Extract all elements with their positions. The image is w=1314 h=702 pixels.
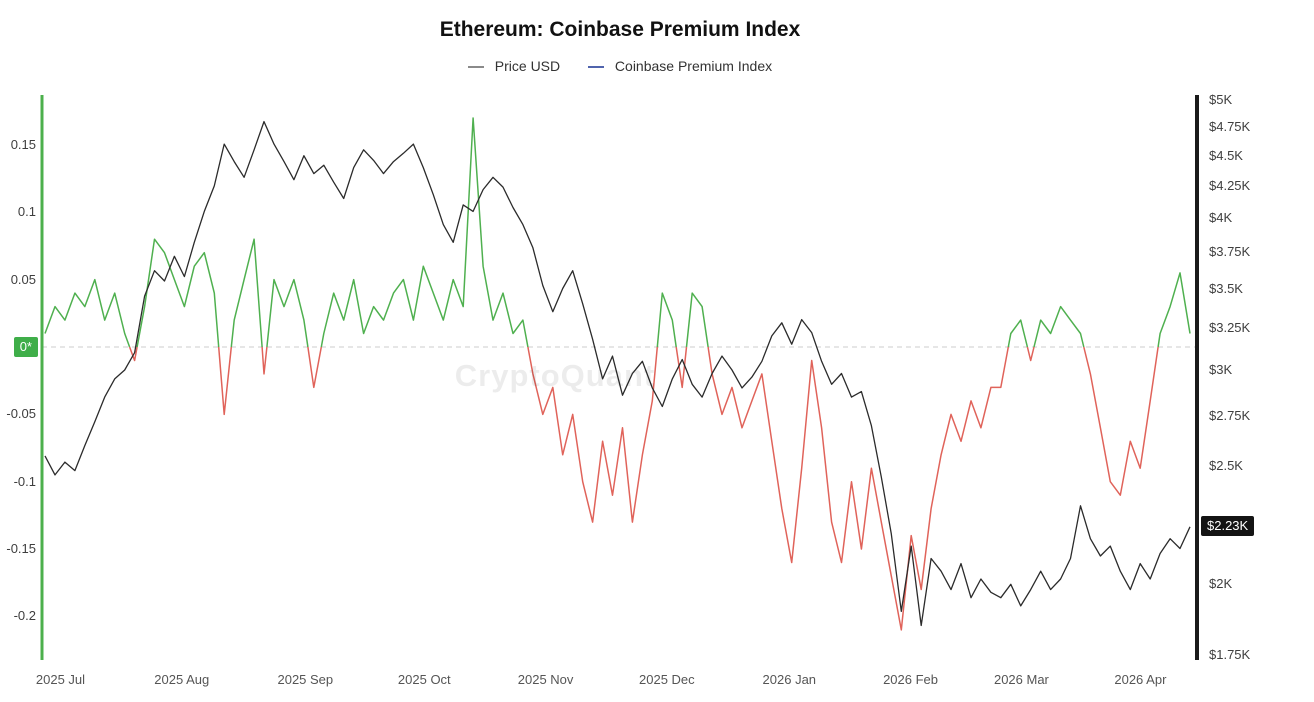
- x-axis-label: 2025 Jul: [35, 672, 86, 687]
- premium-series-segment: [307, 346, 323, 389]
- y-axis-label-right: $2K: [1209, 576, 1233, 592]
- x-axis-label: 2026 Jan: [762, 672, 817, 687]
- y-axis-label-left: -0.15: [6, 541, 36, 557]
- y-axis-label-right: $3K: [1209, 361, 1233, 377]
- y-axis-label-right: $2.75K: [1209, 407, 1251, 423]
- y-axis-label-right: $5K: [1209, 92, 1233, 107]
- y-axis-label-right: $3.25K: [1209, 319, 1251, 335]
- x-axis-label: 2025 Oct: [397, 672, 451, 687]
- zero-badge: 0*: [13, 337, 38, 357]
- premium-series-segment: [261, 346, 268, 375]
- y-axis-label-right: $3.5K: [1209, 280, 1243, 296]
- premium-series-segment: [707, 346, 1010, 631]
- price-line-swatch-icon: [467, 66, 484, 69]
- chart-title: Ethereum: Coinbase Premium Index: [439, 18, 801, 41]
- y-axis-label-right: $2.5K: [1209, 458, 1243, 474]
- premium-series-segment: [656, 292, 677, 348]
- x-axis-label: 2026 Mar: [993, 672, 1049, 687]
- premium-series-segment: [136, 238, 220, 348]
- premium-series-segment: [1083, 346, 1159, 496]
- premium-line-swatch-icon: [588, 66, 605, 69]
- y-axis-label-right: $4.5K: [1209, 147, 1243, 163]
- premium-series-segment: [675, 346, 688, 389]
- premium-series-segment: [44, 278, 131, 348]
- premium-series-segment: [266, 278, 309, 348]
- premium-series-segment: [527, 346, 659, 523]
- premium-series-segment: [320, 117, 529, 348]
- legend-label-price: Price USD: [494, 58, 561, 74]
- y-axis-label-left: -0.1: [13, 473, 36, 489]
- watermark: CryptoQuant: [454, 358, 656, 393]
- x-axis-label: 2025 Nov: [517, 672, 574, 687]
- legend-label-premium: Coinbase Premium Index: [614, 58, 773, 74]
- y-axis-label-left: -0.05: [6, 406, 36, 422]
- y-axis-label-left: 0.15: [10, 136, 36, 152]
- x-axis-label: 2026 Feb: [883, 672, 939, 687]
- y-axis-label-right: $3.75K: [1209, 244, 1251, 260]
- legend-item-premium[interactable]: Coinbase Premium Index: [588, 58, 772, 74]
- premium-series-segment: [1157, 272, 1191, 348]
- y-axis-label-left: 0.1: [17, 204, 36, 220]
- y-axis-label-left: 0.05: [10, 271, 36, 287]
- premium-series-segment: [217, 346, 233, 416]
- y-axis-label-left: -0.2: [13, 608, 36, 624]
- legend-item-price[interactable]: Price USD: [467, 58, 561, 74]
- premium-series-segment: [230, 238, 263, 348]
- premium-series-segment: [128, 346, 138, 362]
- premium-series-segment: [1033, 305, 1085, 348]
- current-price-badge: $2.23K: [1201, 515, 1255, 536]
- price-series-line: [44, 120, 1191, 627]
- legend: Price USD Coinbase Premium Index: [0, 58, 1240, 74]
- x-axis-label: 2025 Aug: [154, 672, 210, 687]
- premium-series-segment: [685, 292, 709, 348]
- y-axis-label-right: $4K: [1209, 209, 1233, 225]
- premium-series-segment: [1007, 319, 1029, 348]
- x-axis-label: 2025 Dec: [639, 672, 695, 687]
- premium-series-segment: [1026, 346, 1035, 362]
- x-axis-label: 2026 Apr: [1114, 672, 1167, 687]
- y-axis-label-right: $1.75K: [1209, 646, 1251, 662]
- y-axis-label-right: $4.75K: [1209, 119, 1251, 135]
- x-axis-label: 2025 Sep: [277, 672, 334, 687]
- y-axis-label-right: $4.25K: [1209, 177, 1251, 193]
